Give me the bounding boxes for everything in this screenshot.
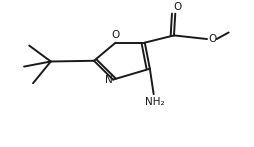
Text: O: O bbox=[174, 2, 182, 12]
Text: NH₂: NH₂ bbox=[145, 97, 165, 107]
Text: N: N bbox=[105, 75, 112, 85]
Text: O: O bbox=[209, 34, 217, 44]
Text: O: O bbox=[112, 30, 120, 40]
